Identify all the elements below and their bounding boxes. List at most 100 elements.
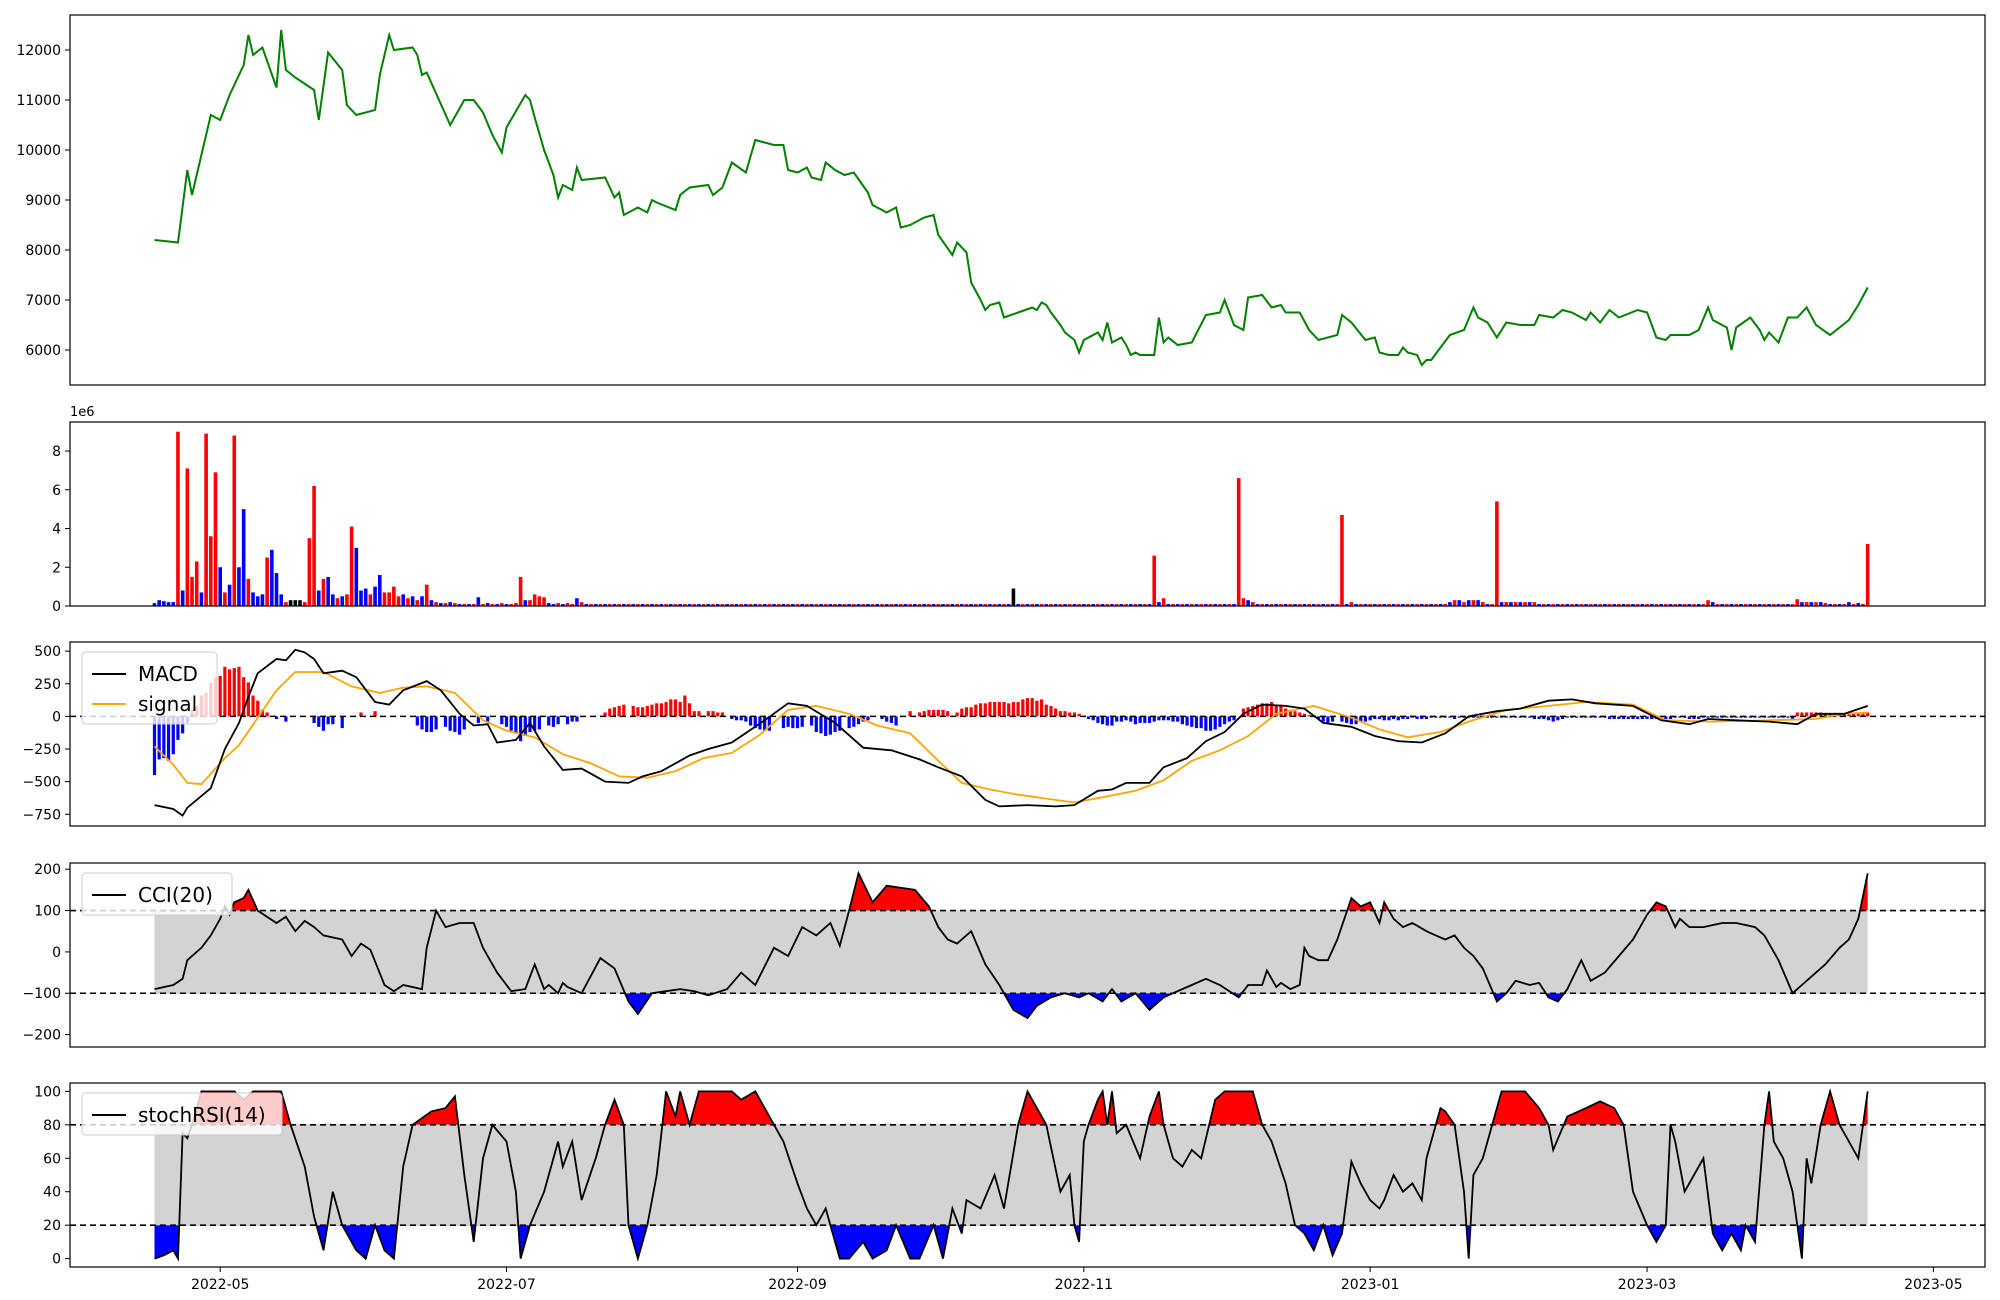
y-tick-label: 9000 xyxy=(25,193,61,209)
volume-bar xyxy=(607,604,612,606)
volume-bar xyxy=(1682,604,1687,606)
volume-bar xyxy=(551,604,556,606)
volume-bar xyxy=(936,604,941,606)
macd-histogram-bar xyxy=(1138,716,1142,723)
volume-bar xyxy=(298,600,302,606)
volume-bar xyxy=(612,604,617,606)
macd-histogram-bar xyxy=(1621,716,1626,719)
volume-bar xyxy=(284,602,288,606)
volume-bar xyxy=(382,592,387,606)
volume-bar xyxy=(1358,604,1363,606)
volume-bar xyxy=(1082,604,1086,606)
macd-histogram-bar xyxy=(1847,713,1851,717)
volume-bar xyxy=(913,604,917,606)
volume-bar xyxy=(1100,604,1105,606)
macd-histogram-bar xyxy=(420,716,424,730)
macd-histogram-bar xyxy=(1162,716,1166,721)
macd-histogram-bar xyxy=(748,716,753,726)
macd-histogram-bar xyxy=(786,716,790,727)
macd-histogram-bar xyxy=(847,716,851,729)
volume-bar xyxy=(476,597,481,606)
macd-histogram-bar xyxy=(1504,716,1508,718)
volume-bar xyxy=(1152,555,1157,606)
volume-bar xyxy=(1466,600,1471,606)
volume-bar xyxy=(1476,600,1480,606)
macd-histogram-bar xyxy=(237,666,241,717)
volume-bar xyxy=(1058,604,1063,606)
macd-histogram-bar xyxy=(1007,703,1011,717)
macd-histogram-bar xyxy=(1692,716,1696,719)
macd-histogram-bar xyxy=(509,716,513,731)
volume-bar xyxy=(1579,604,1584,606)
volume-bar xyxy=(992,604,997,606)
legend-label: MACD xyxy=(138,662,198,686)
volume-bar xyxy=(1396,604,1401,606)
volume-bar xyxy=(204,433,208,606)
volume-bar xyxy=(495,604,499,606)
volume-bar xyxy=(1316,604,1321,606)
volume-bar xyxy=(1565,604,1570,606)
volume-bar xyxy=(406,598,410,606)
volume-bar xyxy=(1729,604,1734,606)
volume-bar xyxy=(448,602,452,606)
volume-bar xyxy=(1804,602,1809,606)
macd-histogram-bar xyxy=(1190,716,1194,727)
volume-bar xyxy=(1185,604,1189,606)
volume-bar xyxy=(1673,604,1678,606)
macd-line xyxy=(154,648,1868,817)
macd-histogram-bar xyxy=(443,716,448,727)
volume-bar xyxy=(823,604,828,606)
volume-bar xyxy=(199,592,204,606)
macd-histogram-bar xyxy=(1532,716,1537,719)
macd-histogram-bar xyxy=(1584,716,1588,718)
macd-histogram-bar xyxy=(1363,716,1368,722)
volume-bar xyxy=(523,600,528,606)
macd-histogram-bar xyxy=(711,711,715,717)
y-tick-label: 80 xyxy=(43,1118,61,1134)
macd-histogram-bar xyxy=(1650,716,1654,719)
macd-histogram-bar xyxy=(767,716,771,731)
volume-bar xyxy=(837,604,842,606)
volume-bar xyxy=(1715,604,1720,606)
volume-bar xyxy=(1213,604,1218,606)
macd-histogram-bar xyxy=(687,703,692,717)
macd-histogram-bar xyxy=(1293,711,1297,717)
volume-bar xyxy=(349,526,354,606)
volume-bar xyxy=(1734,604,1739,606)
volume-bar xyxy=(640,604,645,606)
volume-bar xyxy=(1457,600,1462,606)
macd-histogram-bar xyxy=(1115,716,1119,722)
macd-histogram-bar xyxy=(317,716,321,727)
volume-bar xyxy=(1725,604,1729,606)
volume-bar xyxy=(959,604,964,606)
volume-bar xyxy=(1537,604,1541,606)
macd-histogram-bar xyxy=(1809,712,1813,717)
volume-bar xyxy=(424,584,429,606)
volume-bar xyxy=(1509,602,1513,606)
volume-bar xyxy=(852,604,856,606)
volume-bar xyxy=(1025,604,1030,606)
volume-bar xyxy=(1105,604,1110,606)
volume-bar xyxy=(1814,602,1818,606)
macd-histogram-bar xyxy=(1725,716,1729,718)
macd-histogram-bar xyxy=(716,712,720,717)
legend-box xyxy=(81,651,218,725)
volume-bar xyxy=(1790,604,1795,606)
macd-histogram-bar xyxy=(1152,716,1156,722)
volume-bar xyxy=(1307,604,1311,606)
volume-bar xyxy=(471,604,476,606)
volume-bar xyxy=(500,603,504,606)
volume-bar xyxy=(434,602,438,606)
macd-histogram-bar xyxy=(739,716,743,721)
cci-plot-area xyxy=(70,870,1985,1020)
volume-bar xyxy=(1227,604,1232,606)
macd-histogram-bar xyxy=(1607,716,1612,719)
macd-histogram-bar xyxy=(1823,713,1828,717)
macd-histogram-bar xyxy=(1213,716,1217,730)
macd-histogram-bar xyxy=(242,677,246,717)
volume-bar xyxy=(664,604,668,606)
volume-bar xyxy=(1739,604,1743,606)
volume-bar xyxy=(180,590,185,606)
volume-bar xyxy=(758,604,762,606)
volume-bar xyxy=(1607,604,1612,606)
